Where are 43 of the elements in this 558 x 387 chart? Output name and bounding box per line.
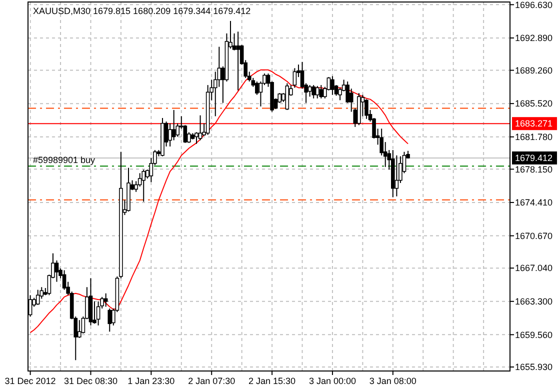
x-tick-label: 2 Jan 15:30 (248, 376, 296, 386)
x-tick-label: 31 Dec 2012 (4, 376, 56, 386)
candlestick (172, 109, 176, 141)
candlestick (394, 154, 399, 197)
candlestick (54, 260, 59, 282)
y-tick-label: 1696.630 (515, 0, 553, 10)
candlestick (364, 98, 368, 120)
candlestick (78, 320, 82, 338)
candlestick (198, 114, 202, 141)
y-tick-label: 1678.150 (515, 164, 553, 174)
y-tick-label: 1663.300 (515, 296, 553, 307)
candlestick (104, 292, 108, 308)
candlestick (312, 84, 316, 99)
candlestick (285, 82, 290, 110)
ref-line-label: #59989901 buy (33, 155, 96, 166)
x-tick-label: 2 Jan 07:30 (188, 376, 236, 386)
y-tick-label: 1681.780 (515, 132, 553, 142)
candlestick (330, 76, 334, 96)
y-tick-label: 1692.890 (515, 33, 553, 44)
y-tick-label: 1670.670 (515, 230, 553, 241)
y-tick-label: 1667.040 (515, 263, 553, 274)
candlestick (319, 84, 324, 99)
candlestick (142, 169, 146, 202)
y-tick-label: 1655.930 (515, 362, 553, 372)
x-tick-label: 1 Jan 23:30 (128, 376, 175, 386)
y-tick-label: 1659.560 (515, 330, 553, 340)
ref-line-label: 1683.271 (515, 118, 553, 129)
text: XAUUSD,M30 1679.815 1680.209 1679.344 1679.412 (33, 6, 251, 16)
ref-line-label: 1679.412 (515, 153, 553, 164)
candlestick (292, 68, 297, 88)
candlestick (308, 84, 312, 98)
candlestick (236, 31, 240, 91)
x-tick-label: 3 Jan 08:00 (369, 376, 416, 386)
y-tick-label: 1674.410 (515, 198, 553, 208)
y-tick-label: 1689.260 (515, 65, 553, 76)
x-tick-label: 3 Jan 00:00 (308, 376, 356, 386)
candlestick (194, 132, 198, 144)
y-tick-label: 1685.520 (515, 98, 553, 109)
candlestick (36, 289, 40, 306)
x-tick-label: 31 Dec 08:30 (64, 376, 118, 386)
candlestick (96, 300, 100, 326)
candlestick (315, 85, 320, 99)
candlestick (108, 308, 112, 332)
